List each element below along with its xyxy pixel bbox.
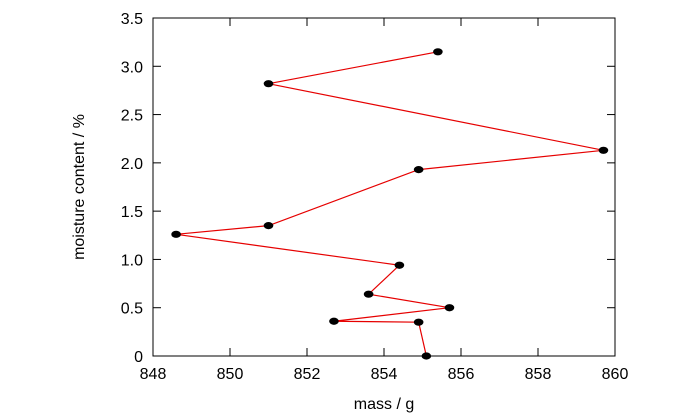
- y-tick-label: 1.5: [121, 204, 143, 221]
- y-tick-label: 1.0: [121, 252, 143, 269]
- series-line: [176, 51, 604, 357]
- data-point: [329, 317, 339, 325]
- x-axis-title: mass / g: [354, 396, 414, 413]
- data-point: [444, 304, 455, 312]
- x-tick-label: 852: [294, 366, 321, 383]
- y-tick-label: 0: [134, 349, 143, 366]
- x-tick-label: 848: [140, 366, 167, 383]
- data-point: [598, 146, 609, 154]
- x-tick-label: 856: [448, 366, 475, 383]
- x-tick-label: 858: [525, 366, 552, 383]
- y-tick-label: 0.5: [121, 301, 143, 318]
- y-tick-label: 2.5: [121, 108, 143, 125]
- y-axis-title: moisture content / %: [71, 114, 88, 260]
- x-tick-label: 860: [602, 366, 629, 383]
- data-point: [263, 80, 274, 88]
- data-point: [421, 352, 432, 360]
- data-point: [413, 166, 424, 174]
- data-point: [413, 318, 424, 326]
- data-point: [171, 230, 181, 238]
- data-point: [433, 48, 443, 56]
- plot-area: 848 850 852 854 856 858 860 0 0.5 1.0 1.5 2.0 2.5 3.0…: [121, 11, 629, 383]
- x-tick-label: 854: [371, 366, 398, 383]
- data-point: [363, 290, 374, 298]
- y-tick-label: 3.0: [121, 59, 143, 76]
- data-point: [263, 222, 274, 230]
- x-tick-label: 850: [217, 366, 244, 383]
- y-tick-label: 2.0: [121, 156, 143, 173]
- data-point: [394, 261, 405, 269]
- y-tick-label: 3.5: [121, 11, 143, 28]
